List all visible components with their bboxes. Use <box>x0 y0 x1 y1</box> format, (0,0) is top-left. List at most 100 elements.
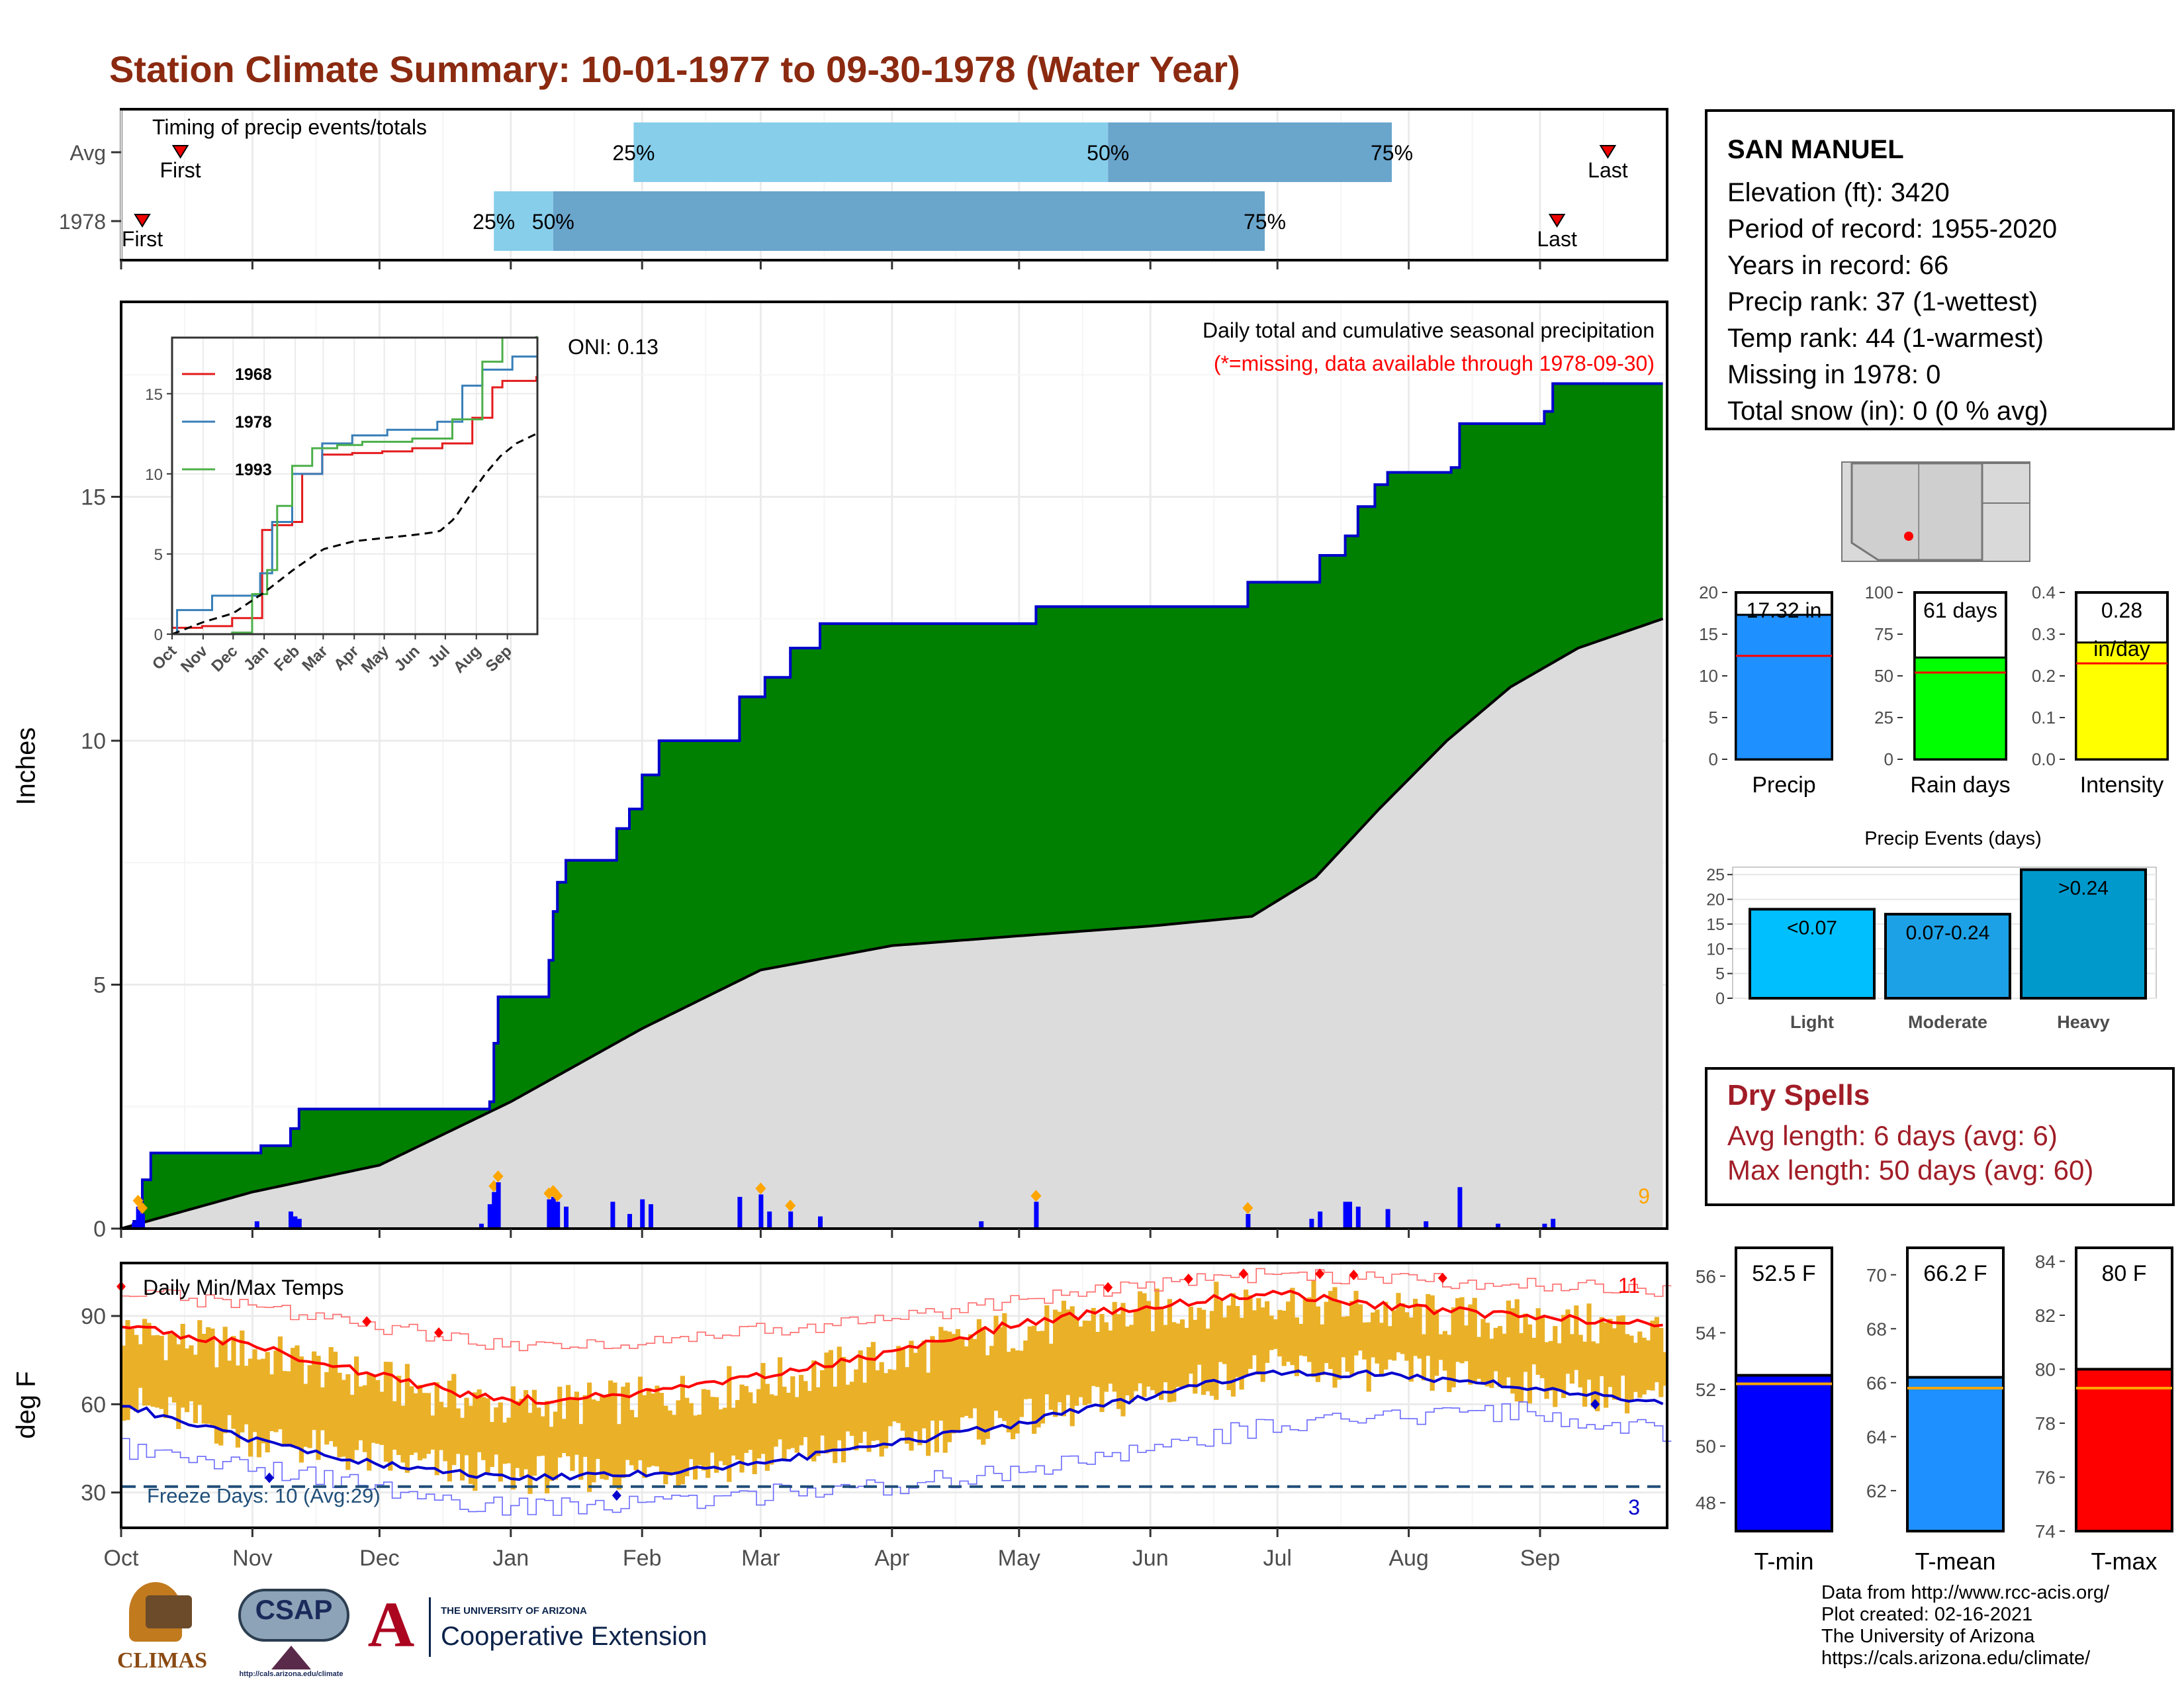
mini-bar-tick-label: 75 <box>1874 624 1893 644</box>
precip-header: Daily total and cumulative seasonal prec… <box>1203 318 1655 342</box>
timing-row-year: 1978 <box>59 210 106 234</box>
dry-spells-avg: Avg length: 6 days (avg: 6) <box>1727 1120 2058 1151</box>
precip-y-tick-label: 5 <box>93 973 106 998</box>
station-info-box: SAN MANUEL Elevation (ft): 3420 Period o… <box>1705 109 2175 430</box>
daily-temp-bar <box>976 1319 981 1440</box>
inset-legend: 1968 1978 1993 <box>182 365 272 479</box>
csap-text: CSAP <box>255 1594 333 1625</box>
daily-temp-bar <box>134 1335 139 1412</box>
month-label-jun: Jun <box>1132 1546 1169 1571</box>
events-category-label: Light <box>1790 1012 1834 1032</box>
daily-temp-bar <box>1599 1317 1604 1376</box>
temp-label: Daily Min/Max Temps <box>143 1276 343 1299</box>
daily-precip-bar <box>1385 1209 1390 1229</box>
daily-temp-bar <box>1531 1337 1537 1365</box>
daily-temp-bar <box>803 1381 808 1438</box>
daily-temp-bar <box>1357 1304 1363 1351</box>
daily-precip-bar <box>547 1199 552 1229</box>
daily-temp-bar <box>392 1401 397 1450</box>
events-tick-label: 5 <box>1715 965 1725 984</box>
temp-bar-tick-label: 78 <box>2035 1413 2056 1434</box>
daily-temp-bar <box>371 1375 376 1443</box>
first-event-marker <box>171 145 189 159</box>
mini-bar-tick-label: 0.4 <box>2032 583 2056 602</box>
daily-temp-bar <box>502 1422 508 1464</box>
daily-temp-bar <box>1154 1288 1160 1394</box>
daily-temp-bar <box>193 1354 198 1423</box>
daily-precip-bar <box>1347 1201 1352 1229</box>
daily-temp-bar <box>1328 1291 1334 1370</box>
record-high-marker <box>362 1316 372 1327</box>
daily-temp-bar <box>447 1380 452 1482</box>
ua-a-mark: A <box>367 1589 415 1661</box>
daily-temp-bar <box>400 1405 406 1463</box>
daily-temp-bar <box>1379 1323 1384 1376</box>
mini-bar-tick-label: 50 <box>1874 666 1893 686</box>
inset-line-1993 <box>172 336 537 635</box>
daily-temp-bar <box>1053 1309 1058 1417</box>
daily-temp-bar <box>637 1376 643 1460</box>
daily-temp-bar <box>1218 1300 1223 1362</box>
daily-temp-bar <box>1214 1282 1219 1400</box>
daily-precip-bar <box>555 1201 561 1229</box>
events-bar-moderate <box>1884 912 2011 1000</box>
daily-precip-bars <box>132 1170 1556 1229</box>
month-label-feb: Feb <box>623 1546 662 1571</box>
mini-bar-tick-label: 0 <box>1884 749 1893 769</box>
temp-bar-tick-label: 50 <box>1696 1436 1716 1457</box>
daily-temp-bar <box>824 1352 829 1454</box>
daily-temp-bar <box>1442 1331 1447 1371</box>
daily-temp-bar <box>616 1424 621 1490</box>
daily-temp-bar <box>705 1389 711 1478</box>
daily-temp-bar <box>422 1393 427 1459</box>
credit-plot-created: Plot created: 02-16-2021 <box>1821 1604 2033 1625</box>
daily-temp-bar <box>1150 1331 1156 1391</box>
temp-bar-tick-label: 74 <box>2035 1521 2056 1542</box>
month-label-jul: Jul <box>1263 1546 1291 1571</box>
daily-temp-bar <box>383 1362 388 1462</box>
daily-temp-bar <box>227 1360 232 1415</box>
daily-temp-bar <box>320 1387 325 1430</box>
record-max-line <box>121 1268 1672 1352</box>
daily-temp-bar <box>591 1399 596 1483</box>
daily-temp-bar <box>349 1394 355 1461</box>
daily-temp-bar <box>167 1334 173 1397</box>
daily-temp-bar <box>684 1397 690 1477</box>
events-bar-light <box>1749 908 1876 1000</box>
daily-temp-bar <box>269 1374 275 1431</box>
events-bar-label: <0.07 <box>1787 917 1837 939</box>
mini-bar-label: Intensity <box>2080 773 2164 798</box>
station-temp-rank: Temp rank: 44 (1-warmest) <box>1727 324 2044 353</box>
daily-temp-bar <box>248 1358 253 1457</box>
station-location-dot <box>1904 532 1913 541</box>
daily-temp-bar <box>1612 1328 1617 1400</box>
daily-precip-bar <box>610 1201 615 1229</box>
average-min-line <box>120 1369 1664 1481</box>
month-label-oct: Oct <box>104 1546 139 1571</box>
daily-temp-bar <box>909 1340 914 1451</box>
events-tick-label: 25 <box>1706 866 1725 884</box>
daily-temp-bar <box>1404 1312 1410 1361</box>
daily-temp-bar <box>171 1333 177 1403</box>
daily-temp-bar <box>680 1376 685 1485</box>
daily-temp-bar <box>443 1407 448 1462</box>
daily-temp-bar <box>659 1393 664 1475</box>
daily-temp-bar <box>964 1346 969 1416</box>
daily-temp-bar <box>849 1382 854 1436</box>
daily-temp-bar <box>561 1419 567 1453</box>
daily-temp-bar <box>646 1387 651 1468</box>
daily-temp-bar <box>663 1405 668 1485</box>
daily-temp-bar <box>138 1344 143 1388</box>
daily-temp-bar <box>1302 1299 1308 1356</box>
daily-temp-bar <box>409 1386 414 1456</box>
daily-temp-bar <box>545 1401 550 1494</box>
daily-temp-bar <box>1484 1323 1490 1387</box>
daily-temp-bar <box>515 1401 520 1468</box>
csap-url: http://cals.arizona.edu/climate <box>239 1670 343 1678</box>
daily-temp-bar <box>875 1370 880 1440</box>
events-tick-label: 10 <box>1706 940 1725 959</box>
daily-temp-bar <box>985 1355 990 1439</box>
daily-temp-bar <box>1036 1331 1041 1428</box>
daily-temp-bar <box>1146 1301 1151 1387</box>
timing-label-25: 25% <box>473 210 515 234</box>
